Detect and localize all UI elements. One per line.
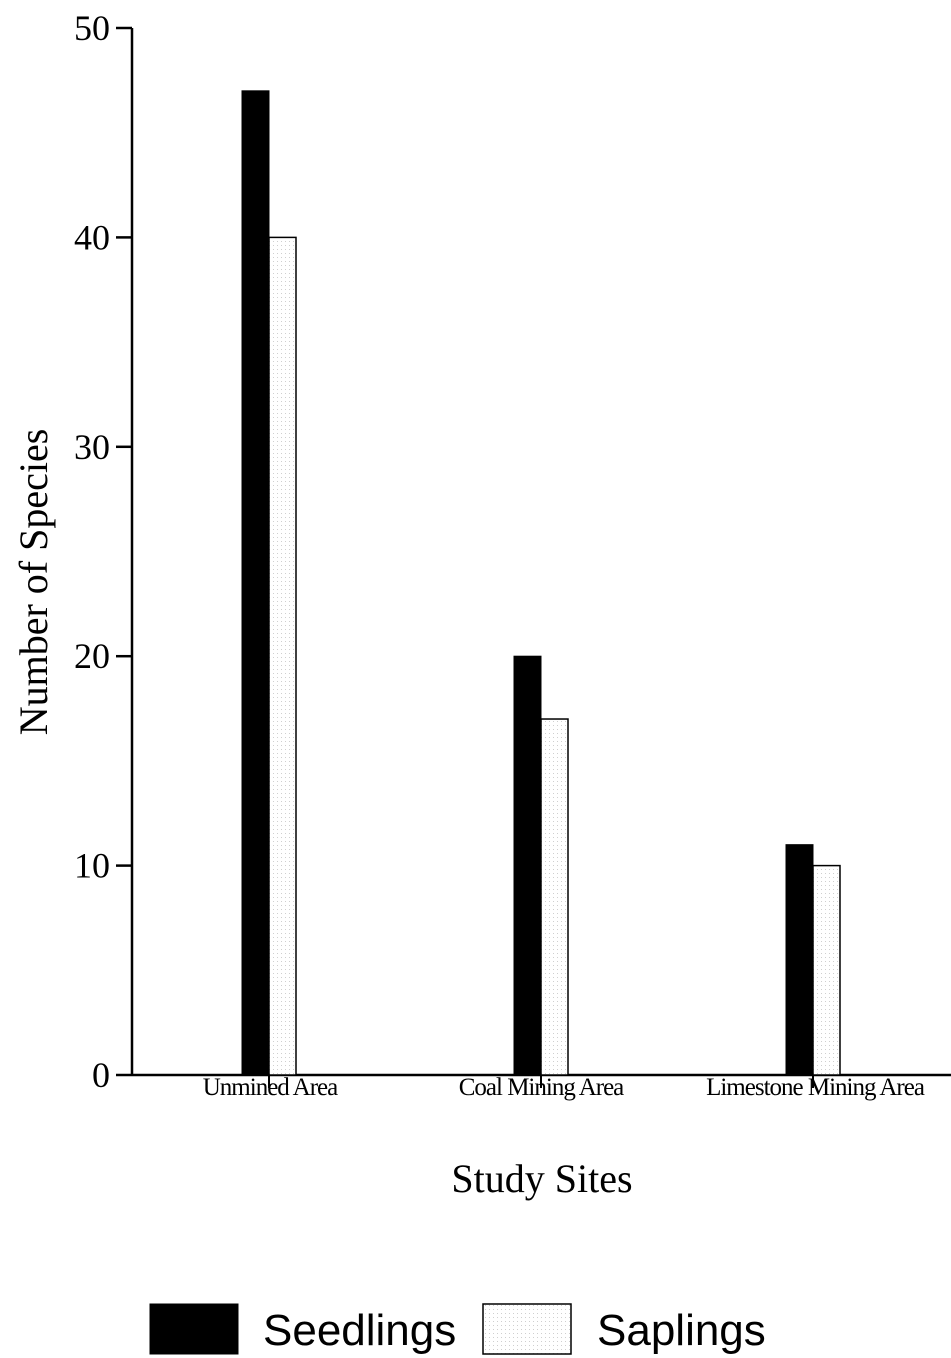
y-tick-label: 20 (74, 636, 110, 676)
x-tick-label: Coal Mining Area (459, 1074, 624, 1101)
x-tick-label: Limestone Mining Area (706, 1074, 925, 1101)
legend-swatch-seedlings (149, 1303, 239, 1355)
legend-swatch-saplings (482, 1303, 572, 1355)
seedlings-bar (513, 655, 542, 1076)
y-axis: 0 10 20 30 40 50 (74, 8, 134, 1095)
y-axis-title: Number of Species (11, 429, 56, 736)
x-axis: Unmined Area Coal Mining Area Limestone Mi… (132, 1073, 951, 1101)
legend-label-saplings: Saplings (597, 1306, 766, 1355)
y-tick-label: 50 (74, 8, 110, 48)
bars (241, 90, 841, 1076)
saplings-bar (540, 718, 569, 1076)
y-tick-label: 40 (74, 217, 110, 257)
x-axis-title: Study Sites (451, 1156, 632, 1201)
legend-label-seedlings: Seedlings (263, 1306, 456, 1355)
saplings-bar (812, 864, 841, 1076)
saplings-bar (268, 236, 297, 1076)
legend: Seedlings Saplings (149, 1303, 766, 1355)
y-tick-label: 0 (92, 1055, 110, 1095)
y-tick-label: 10 (74, 846, 110, 886)
x-tick-label: Unmined Area (203, 1074, 338, 1101)
seedlings-bar (785, 844, 814, 1076)
y-tick-label: 30 (74, 427, 110, 467)
seedlings-bar (241, 90, 270, 1076)
